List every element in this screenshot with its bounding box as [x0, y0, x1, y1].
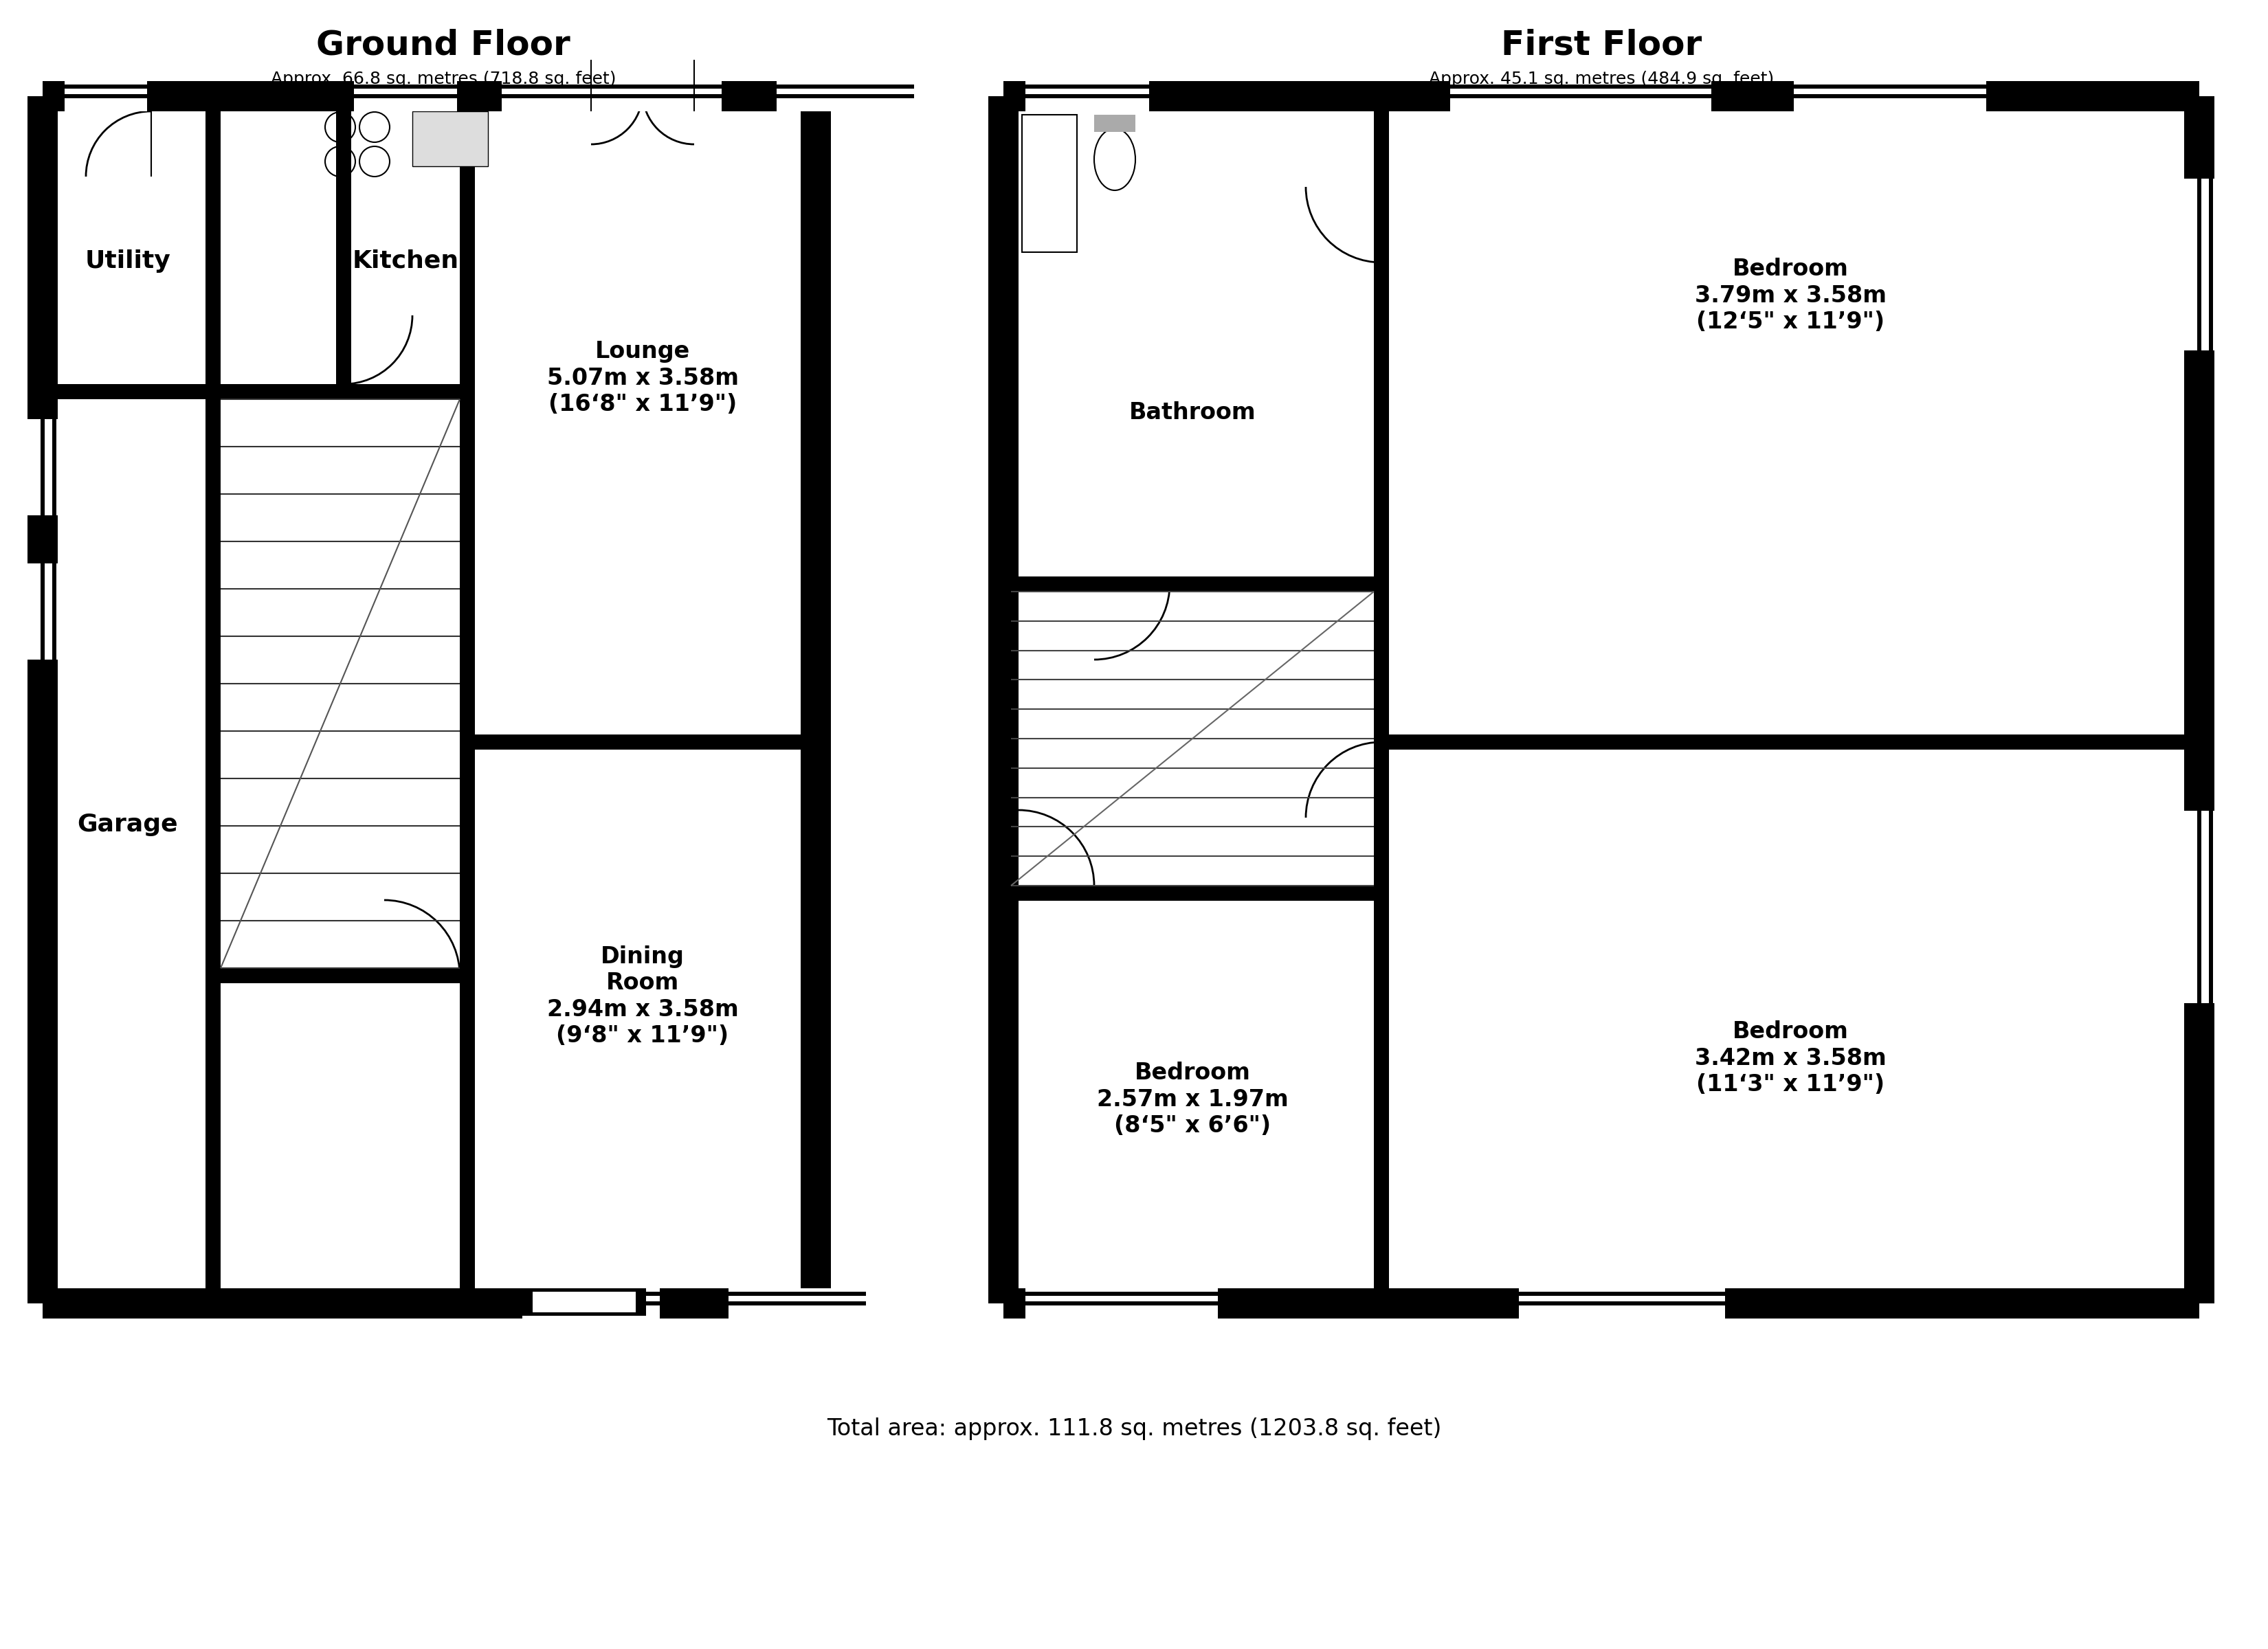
Bar: [1093, 115, 1136, 132]
Bar: [1794, 84, 1987, 89]
Bar: [1520, 1291, 1726, 1296]
Bar: [413, 110, 488, 167]
Bar: [413, 110, 488, 167]
Bar: [2198, 178, 2202, 350]
Bar: [41, 564, 45, 660]
Bar: [336, 96, 352, 391]
Text: Bathroom: Bathroom: [1129, 401, 1256, 424]
Bar: [522, 1301, 660, 1306]
Bar: [52, 564, 57, 660]
Bar: [1794, 81, 1987, 110]
Bar: [1023, 115, 1077, 252]
Bar: [533, 1291, 635, 1313]
Bar: [2209, 178, 2214, 350]
Text: Dining
Room
2.94m x 3.58m
(9‘8" x 11’9"): Dining Room 2.94m x 3.58m (9‘8" x 11’9"): [547, 945, 739, 1047]
Bar: [501, 94, 721, 99]
Bar: [1025, 1288, 1218, 1319]
Text: Ground Floor: Ground Floor: [315, 28, 569, 61]
Bar: [776, 81, 914, 110]
Bar: [41, 419, 45, 514]
Bar: [64, 81, 147, 110]
Bar: [728, 1288, 866, 1319]
Bar: [1023, 115, 1077, 252]
Bar: [213, 968, 467, 983]
Bar: [1449, 94, 1712, 99]
Bar: [1025, 1301, 1218, 1306]
Bar: [2184, 178, 2214, 350]
Text: Bedroom
3.79m x 3.58m
(12‘5" x 11’9"): Bedroom 3.79m x 3.58m (12‘5" x 11’9"): [1694, 257, 1887, 333]
Bar: [354, 81, 458, 110]
Text: Utility: Utility: [84, 249, 170, 272]
Bar: [64, 84, 147, 89]
Bar: [460, 96, 474, 1303]
Text: Approx. 45.1 sq. metres (484.9 sq. feet): Approx. 45.1 sq. metres (484.9 sq. feet): [1429, 71, 1774, 87]
Bar: [2209, 811, 2214, 1003]
Bar: [1520, 1288, 1726, 1319]
Bar: [801, 96, 830, 1303]
Bar: [728, 1301, 866, 1306]
Bar: [354, 94, 458, 99]
Text: Garage: Garage: [77, 813, 179, 836]
Bar: [206, 391, 220, 1303]
Bar: [1449, 81, 1712, 110]
Bar: [1381, 734, 2200, 750]
Bar: [2198, 811, 2202, 1003]
Bar: [206, 96, 220, 391]
Bar: [1520, 1301, 1726, 1306]
Bar: [1002, 81, 2200, 110]
Bar: [64, 94, 147, 99]
Bar: [1449, 84, 1712, 89]
Bar: [43, 384, 467, 399]
Bar: [522, 1288, 646, 1316]
Bar: [27, 564, 57, 660]
Bar: [989, 96, 1018, 1303]
Bar: [776, 94, 914, 99]
Text: First Floor: First Floor: [1501, 28, 1701, 61]
Bar: [522, 1288, 660, 1319]
Text: Lounge
5.07m x 3.58m
(16‘8" x 11’9"): Lounge 5.07m x 3.58m (16‘8" x 11’9"): [547, 340, 739, 416]
Bar: [43, 81, 816, 110]
Bar: [501, 84, 721, 89]
Text: Kitchen: Kitchen: [352, 249, 458, 272]
Text: Bedroom
3.42m x 3.58m
(11‘3" x 11’9"): Bedroom 3.42m x 3.58m (11‘3" x 11’9"): [1694, 1021, 1887, 1095]
Bar: [1002, 886, 1381, 900]
Text: Total area: approx. 111.8 sq. metres (1203.8 sq. feet): Total area: approx. 111.8 sq. metres (12…: [826, 1418, 1442, 1441]
Bar: [1794, 94, 1987, 99]
Bar: [413, 110, 488, 167]
Bar: [1025, 81, 1150, 110]
Bar: [52, 419, 57, 514]
Bar: [776, 84, 914, 89]
Text: Approx. 66.8 sq. metres (718.8 sq. feet): Approx. 66.8 sq. metres (718.8 sq. feet): [270, 71, 617, 87]
Bar: [27, 96, 57, 1303]
Bar: [522, 1291, 660, 1296]
Bar: [1002, 577, 1381, 592]
Bar: [501, 81, 721, 110]
Bar: [1374, 96, 1388, 1303]
Bar: [467, 734, 816, 750]
Bar: [728, 1291, 866, 1296]
Bar: [2184, 811, 2214, 1003]
Bar: [43, 1288, 816, 1319]
Bar: [27, 419, 57, 514]
Bar: [354, 84, 458, 89]
Bar: [2184, 96, 2214, 1303]
Text: Bedroom
2.57m x 1.97m
(8‘5" x 6’6"): Bedroom 2.57m x 1.97m (8‘5" x 6’6"): [1098, 1062, 1288, 1136]
Bar: [1025, 84, 1150, 89]
Bar: [1025, 94, 1150, 99]
Bar: [1025, 1291, 1218, 1296]
Bar: [1002, 1288, 2200, 1319]
